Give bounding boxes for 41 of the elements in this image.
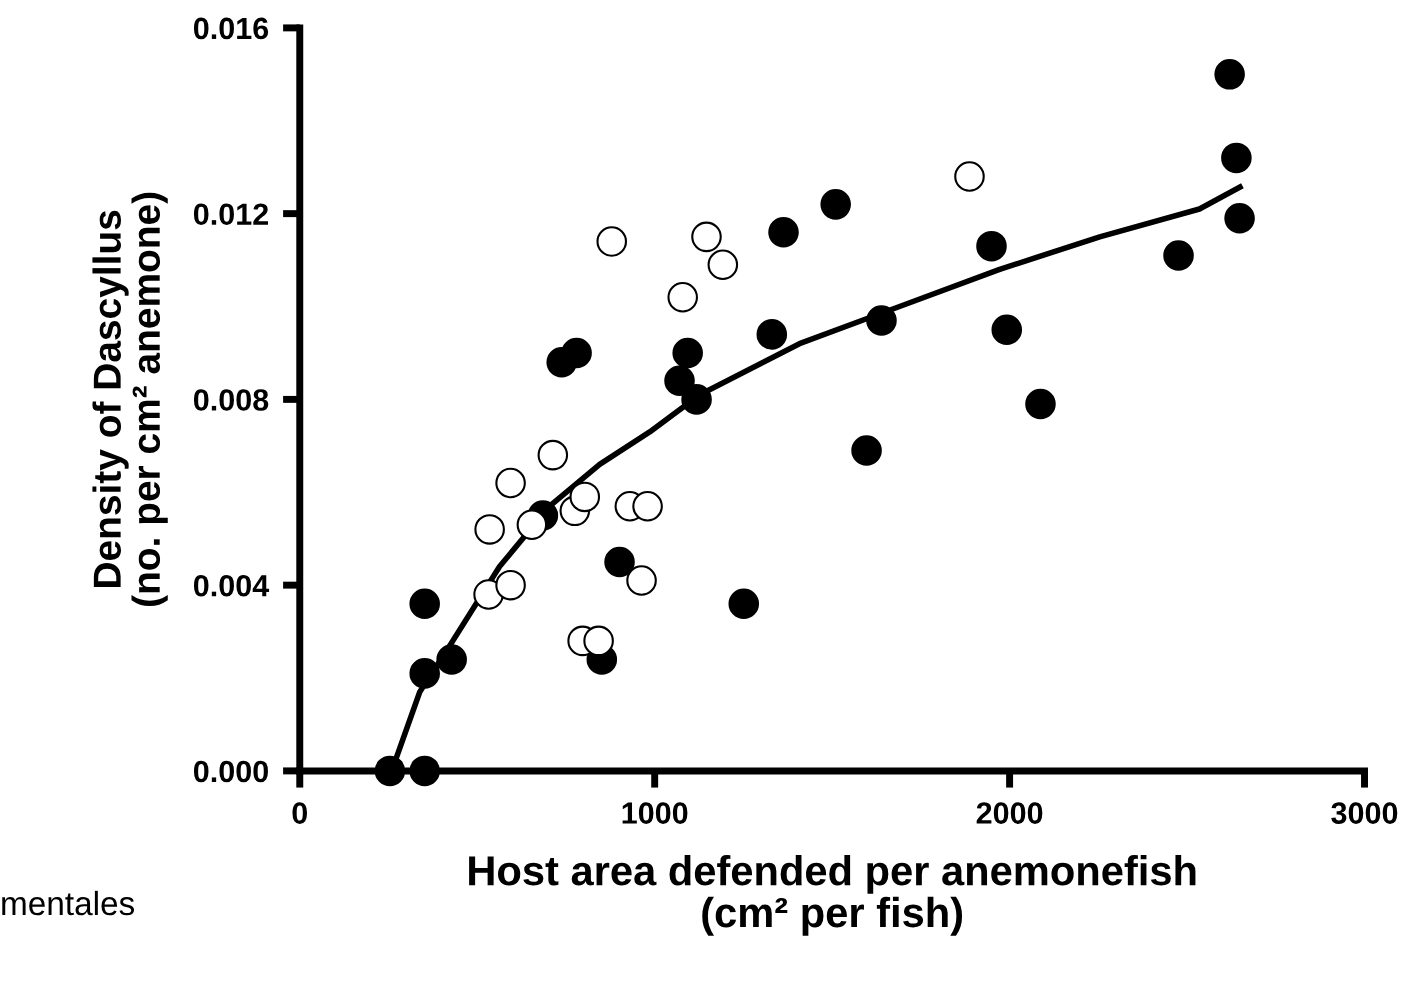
- point: [409, 588, 440, 619]
- y-axis-title: Density of Dascyllus (no. per cm² anemone): [92, 192, 168, 606]
- point: [681, 384, 712, 415]
- point: [1214, 59, 1245, 90]
- y-tick-label: 0.004: [193, 574, 270, 597]
- point: [1221, 142, 1252, 174]
- y-tick-label: 0.000: [193, 760, 268, 783]
- point: [1163, 240, 1194, 271]
- point: [851, 435, 882, 466]
- point: [604, 546, 635, 578]
- point: [495, 569, 526, 601]
- y-tick-label: 0.008: [193, 389, 269, 411]
- point: [632, 490, 663, 522]
- point: [409, 755, 440, 787]
- point: [516, 509, 548, 541]
- y-tick-label: 0.016: [193, 17, 269, 40]
- x-tick-label: 3000: [1331, 802, 1398, 824]
- point: [1025, 388, 1056, 420]
- point: [768, 216, 799, 248]
- point: [820, 189, 851, 220]
- point: [537, 439, 569, 471]
- point: [374, 755, 406, 787]
- point: [991, 314, 1023, 346]
- point: [1224, 203, 1255, 234]
- point: [672, 337, 703, 369]
- point: [756, 319, 788, 350]
- point: [728, 588, 760, 619]
- point: [436, 644, 467, 675]
- point: [866, 305, 897, 336]
- y-tick-label: 0.012: [193, 203, 268, 226]
- point: [583, 625, 614, 657]
- x-tick-label: 0: [292, 802, 308, 824]
- text: mentales: [2, 890, 135, 916]
- x-axis-title: Host area defended per anemonefish (cm² per fish): [469, 854, 1196, 936]
- x-tick-label: 1000: [622, 802, 688, 824]
- point: [561, 337, 592, 369]
- point: [569, 481, 601, 513]
- point: [976, 230, 1007, 262]
- x-tick-label: 2000: [976, 802, 1043, 824]
- point: [409, 658, 440, 689]
- point: [664, 365, 695, 397]
